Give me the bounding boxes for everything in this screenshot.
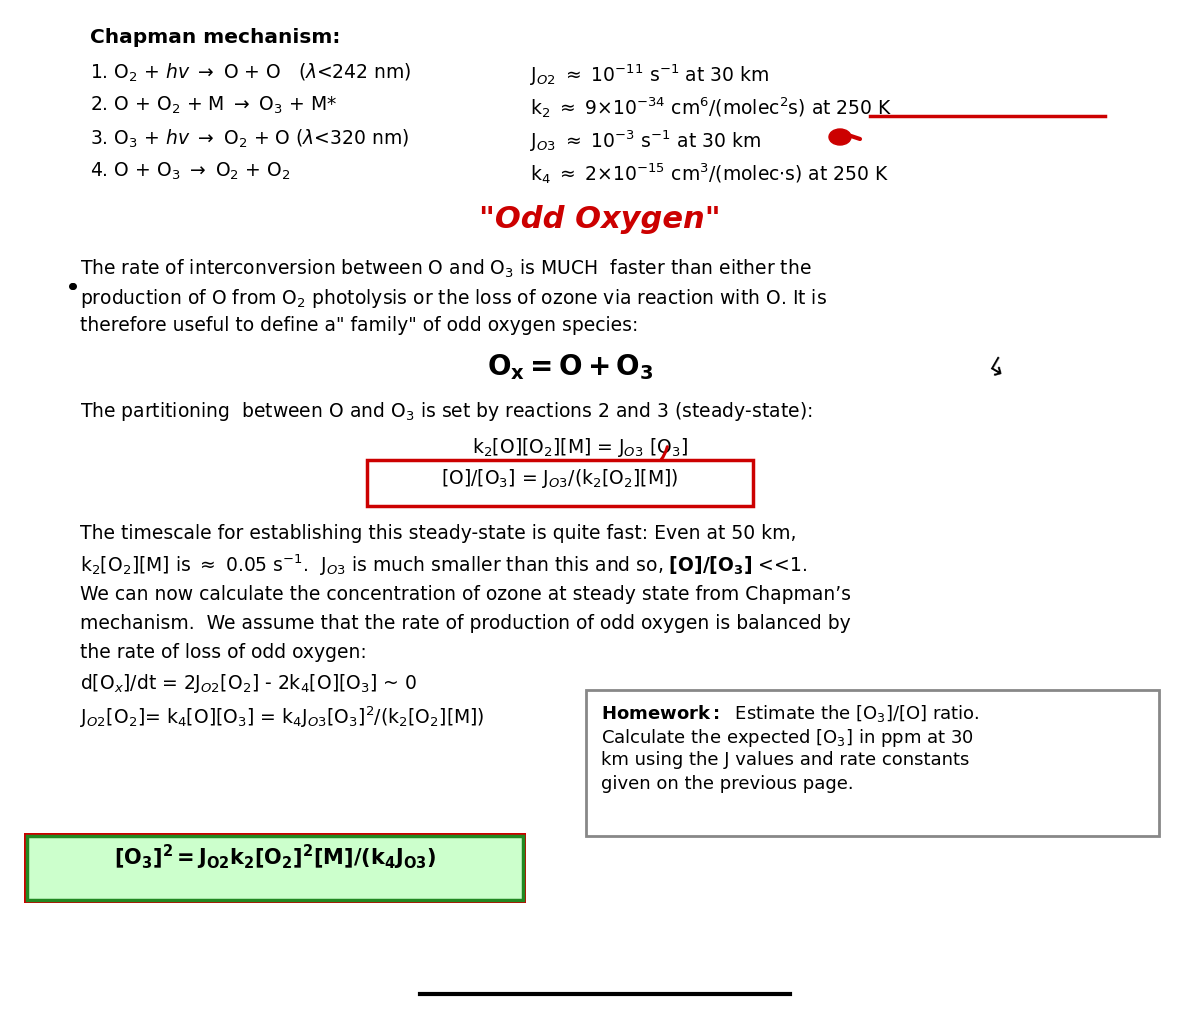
Text: km using the J values and rate constants: km using the J values and rate constants	[601, 750, 970, 768]
Text: The rate of interconversion between O and O$_3$ is MUCH  faster than either the: The rate of interconversion between O an…	[80, 258, 811, 280]
Text: the rate of loss of odd oxygen:: the rate of loss of odd oxygen:	[80, 642, 367, 661]
Text: We can now calculate the concentration of ozone at steady state from Chapman’s: We can now calculate the concentration o…	[80, 584, 851, 604]
Text: 2. O + O$_2$ + M $\rightarrow$ O$_3$ + M*: 2. O + O$_2$ + M $\rightarrow$ O$_3$ + M…	[90, 95, 337, 116]
Text: k$_2$ $\approx$ 9$\times$10$^{-34}$ cm$^6$/(molec$^2$s) at 250 K: k$_2$ $\approx$ 9$\times$10$^{-34}$ cm$^…	[530, 95, 893, 119]
FancyBboxPatch shape	[367, 461, 754, 507]
Text: Chapman mechanism:: Chapman mechanism:	[90, 28, 341, 47]
Text: 4. O + O$_3$ $\rightarrow$ O$_2$ + O$_2$: 4. O + O$_3$ $\rightarrow$ O$_2$ + O$_2$	[90, 161, 290, 182]
FancyBboxPatch shape	[24, 833, 526, 903]
Text: J$_{O2}$ $\approx$ 10$^{-11}$ s$^{-1}$ at 30 km: J$_{O2}$ $\approx$ 10$^{-11}$ s$^{-1}$ a…	[530, 62, 769, 87]
Text: $\mathbf{Homework:}$  Estimate the [O$_3$]/[O] ratio.: $\mathbf{Homework:}$ Estimate the [O$_3$…	[601, 703, 979, 723]
Text: 3. O$_3$ + $hv$ $\rightarrow$ O$_2$ + O ($\lambda$<320 nm): 3. O$_3$ + $hv$ $\rightarrow$ O$_2$ + O …	[90, 127, 409, 151]
Text: J$_{O3}$ $\approx$ 10$^{-3}$ s$^{-1}$ at 30 km: J$_{O3}$ $\approx$ 10$^{-3}$ s$^{-1}$ at…	[530, 127, 761, 154]
Text: 1. O$_2$ + $hv$ $\rightarrow$ O + O   ($\lambda$<242 nm): 1. O$_2$ + $hv$ $\rightarrow$ O + O ($\l…	[90, 62, 410, 84]
FancyBboxPatch shape	[586, 691, 1159, 836]
Text: The partitioning  between O and O$_3$ is set by reactions 2 and 3 (steady-state): The partitioning between O and O$_3$ is …	[80, 399, 812, 423]
Text: The timescale for establishing this steady-state is quite fast: Even at 50 km,: The timescale for establishing this stea…	[80, 524, 797, 543]
Text: mechanism.  We assume that the rate of production of odd oxygen is balanced by: mechanism. We assume that the rate of pr…	[80, 614, 851, 632]
Text: ↳: ↳	[980, 355, 1010, 386]
Text: J$_{O2}$[O$_2$]= k$_4$[O][O$_3$] = k$_4$J$_{O3}$[O$_3$]$^2$/(k$_2$[O$_2$][M]): J$_{O2}$[O$_2$]= k$_4$[O][O$_3$] = k$_4$…	[80, 704, 485, 729]
Text: given on the previous page.: given on the previous page.	[601, 774, 853, 793]
Text: "Odd Oxygen": "Odd Oxygen"	[479, 205, 721, 234]
Ellipse shape	[829, 129, 851, 146]
Text: [O]/[O$_3$] = J$_{O3}$/(k$_2$[O$_2$][M]): [O]/[O$_3$] = J$_{O3}$/(k$_2$[O$_2$][M])	[442, 466, 679, 489]
Text: therefore useful to define a" family" of odd oxygen species:: therefore useful to define a" family" of…	[80, 315, 638, 335]
FancyBboxPatch shape	[28, 836, 523, 900]
Text: $\mathbf{O_x = O + O_3}$: $\mathbf{O_x = O + O_3}$	[487, 352, 653, 381]
Text: k$_2$[O][O$_2$][M] = J$_{O3}$ [O$_3$]: k$_2$[O][O$_2$][M] = J$_{O3}$ [O$_3$]	[472, 436, 688, 459]
Text: k$_4$ $\approx$ 2$\times$10$^{-15}$ cm$^3$/(molec$\cdot$s) at 250 K: k$_4$ $\approx$ 2$\times$10$^{-15}$ cm$^…	[530, 161, 889, 186]
Text: production of O from O$_2$ photolysis or the loss of ozone via reaction with O. : production of O from O$_2$ photolysis or…	[80, 287, 827, 309]
Text: Calculate the expected [O$_3$] in ppm at 30: Calculate the expected [O$_3$] in ppm at…	[601, 726, 973, 748]
Text: d[O$_x$]/dt = 2J$_{O2}$[O$_2$] - 2k$_4$[O][O$_3$] ~ 0: d[O$_x$]/dt = 2J$_{O2}$[O$_2$] - 2k$_4$[…	[80, 671, 418, 695]
Text: k$_2$[O$_2$][M] is $\approx$ 0.05 s$^{-1}$.  J$_{O3}$ is much smaller than this : k$_2$[O$_2$][M] is $\approx$ 0.05 s$^{-1…	[80, 552, 808, 578]
Text: $\mathbf{[O_3]^2 = J_{O2}k_2[O_2]^2[M]/(k_4J_{O3})}$: $\mathbf{[O_3]^2 = J_{O2}k_2[O_2]^2[M]/(…	[114, 842, 436, 871]
